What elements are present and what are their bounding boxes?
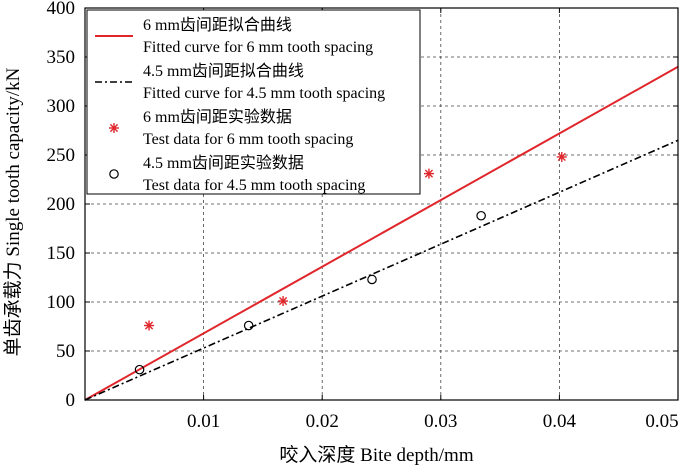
legend: 6 mm齿间距拟合曲线 Fitted curve for 6 mm tooth s… bbox=[86, 9, 421, 195]
legend-label-cn: 6 mm齿间距实验数据 bbox=[143, 108, 292, 126]
tick-label-y: 150 bbox=[47, 243, 76, 264]
data-point-star bbox=[278, 296, 289, 307]
y-axis-label: 单齿承载力 Single tooth capacity/kN bbox=[2, 67, 24, 356]
legend-symbol-circle bbox=[109, 169, 119, 179]
legend-label-en: Test data for 6 mm tooth spacing bbox=[143, 131, 353, 148]
data-point-star-stroke bbox=[278, 296, 288, 306]
tick-label-y: 350 bbox=[47, 47, 76, 68]
legend-symbol-star bbox=[109, 123, 119, 133]
legend-label-cn: 4.5 mm齿间距实验数据 bbox=[143, 154, 304, 172]
data-point-star bbox=[423, 168, 434, 179]
legend-label-cn: 6 mm齿间距拟合曲线 bbox=[143, 16, 292, 34]
x-axis-label: 咬入深度 Bite depth/mm bbox=[279, 444, 473, 466]
legend-label-cn: 4.5 mm齿间距拟合曲线 bbox=[143, 62, 304, 80]
data-point-star bbox=[556, 151, 567, 162]
data-point-star-stroke bbox=[424, 169, 434, 178]
legend-label-en: Fitted curve for 6 mm tooth spacing bbox=[143, 39, 373, 56]
legend-box bbox=[86, 9, 421, 195]
series-points bbox=[134, 151, 567, 375]
fitted-line-0 bbox=[84, 65, 679, 401]
data-point-star-stroke bbox=[557, 152, 566, 162]
tick-label-y: 200 bbox=[47, 194, 76, 215]
tick-label-x: 0.03 bbox=[424, 411, 457, 432]
data-point-circle bbox=[243, 320, 254, 331]
tick-label-x: 0.01 bbox=[187, 411, 220, 432]
tick-label-y: 0 bbox=[66, 390, 76, 411]
series-lines bbox=[84, 65, 679, 401]
data-point-circle bbox=[367, 274, 377, 285]
tick-label-y: 300 bbox=[47, 96, 76, 117]
tick-label-x: 0.05 bbox=[645, 411, 678, 432]
tick-label-x: 0.02 bbox=[306, 411, 339, 432]
data-point-circle bbox=[476, 210, 486, 221]
axis-ticks: 0 50 100 150 200 250 300 350 400 0.01 0.02 0.03 0.04… bbox=[47, 0, 679, 432]
fitted-line-1 bbox=[84, 139, 679, 401]
legend-symbol-star-stroke bbox=[109, 123, 119, 133]
data-point-circle bbox=[134, 364, 145, 375]
tick-label-y: 50 bbox=[56, 341, 75, 362]
tick-label-y: 400 bbox=[47, 0, 76, 19]
tick-label-y: 100 bbox=[47, 292, 76, 313]
data-point-star-stroke bbox=[144, 321, 154, 330]
data-point-star bbox=[144, 320, 155, 331]
tick-label-y: 250 bbox=[47, 145, 76, 166]
tick-label-x: 0.04 bbox=[543, 411, 577, 432]
legend-label-en: Test data for 4.5 mm tooth spacing bbox=[143, 177, 365, 194]
legend-label-en: Fitted curve for 4.5 mm tooth spacing bbox=[143, 85, 385, 102]
